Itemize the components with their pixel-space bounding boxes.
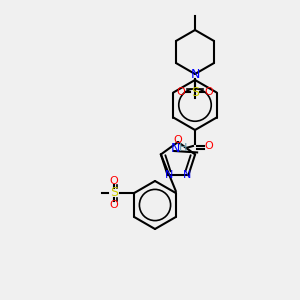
- Text: N: N: [170, 142, 180, 154]
- Text: O: O: [205, 87, 213, 97]
- Text: O: O: [110, 200, 118, 210]
- Text: N: N: [165, 169, 174, 180]
- Text: O: O: [205, 141, 213, 151]
- Text: S: S: [191, 85, 199, 98]
- Text: N: N: [182, 169, 191, 180]
- Text: O: O: [110, 176, 118, 186]
- Text: O: O: [174, 135, 182, 145]
- Text: S: S: [110, 187, 118, 200]
- Text: N: N: [190, 68, 200, 80]
- Text: O: O: [177, 87, 185, 97]
- Text: H: H: [179, 143, 187, 153]
